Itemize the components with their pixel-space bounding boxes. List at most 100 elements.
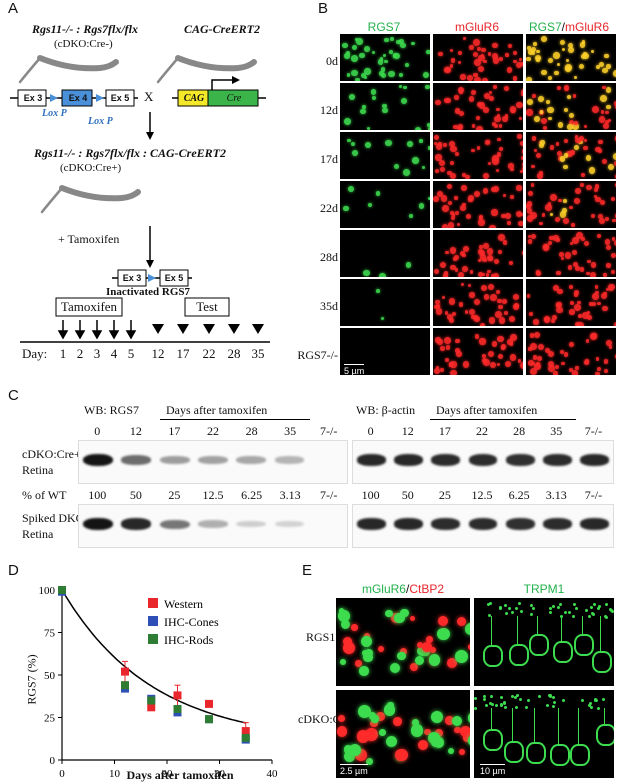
- lane-label: 12.5: [202, 488, 224, 502]
- day-4: 4: [110, 346, 118, 361]
- col-header-merge: RGS7/mGluR6: [528, 20, 610, 34]
- legend-swatch: [148, 616, 158, 626]
- lane-label: 17: [438, 424, 451, 438]
- e-micrograph-0-0: [336, 598, 470, 686]
- row-label-ko: RGS7-/-: [297, 348, 338, 362]
- e-micrograph-0-1: [474, 598, 614, 686]
- lane-label: 6.25: [241, 488, 263, 502]
- legend-label: IHC-Rods: [164, 633, 214, 647]
- lane-label: 22: [206, 424, 219, 438]
- exon-4: Ex 4: [68, 93, 88, 103]
- data-point-western: [147, 703, 156, 712]
- micrograph-2-1: [433, 132, 523, 179]
- lane-label: 0: [367, 424, 374, 438]
- western-blot-actin-spiked: [352, 504, 614, 548]
- blot-band: [505, 454, 535, 466]
- inactivated-label: Inactivated RGS7: [106, 286, 191, 298]
- e-micrograph-grid: [336, 598, 614, 778]
- x-tick-label: 20: [162, 768, 174, 780]
- genotype-left: Rgs11-/- : Rgs7flx/flx: [32, 22, 139, 36]
- lane-label: 7-/-: [584, 488, 603, 502]
- x-tick-label: 0: [59, 768, 65, 780]
- col-header-rgs7: RGS7: [367, 20, 401, 34]
- panel-a-letter: A: [8, 0, 19, 17]
- row-label-28d: 28d: [320, 250, 338, 264]
- data-point-ihc-rods: [121, 681, 129, 690]
- cag-label: CAG: [183, 93, 205, 104]
- genotype-left-sub: (cDKO:Cre-): [54, 38, 113, 50]
- lane-label: 50: [129, 488, 142, 502]
- western-blot-rgs7-spiked: [78, 504, 348, 548]
- col-header-mglur6: mGluR6: [454, 20, 499, 34]
- micrograph-0-0: [340, 34, 430, 81]
- pct-labels-right: 100 50 25 12.5 6.25 3.13 7-/-: [352, 488, 612, 504]
- day-17: 17: [176, 346, 190, 361]
- data-point-ihc-rods: [147, 696, 156, 705]
- lane-label: 22: [475, 424, 488, 438]
- micrograph-1-0: [340, 83, 430, 130]
- lane-label: 35: [550, 424, 563, 438]
- e-col-header-1: mGluR6/CtBP2: [361, 582, 445, 596]
- tamoxifen-arrows: [57, 320, 137, 340]
- row-label-22d: 22d: [320, 201, 338, 215]
- blot-band: [159, 519, 190, 529]
- blot-band: [468, 518, 498, 530]
- blot-band: [468, 454, 498, 466]
- mouse-icon: [40, 185, 141, 214]
- wb-rgs7-header: WB: RGS7: [84, 403, 140, 417]
- blot-band: [83, 454, 114, 466]
- lane-label: 12: [129, 424, 142, 438]
- lane-label: 28: [513, 424, 526, 438]
- data-point-western: [205, 699, 213, 708]
- blot-band: [236, 456, 267, 464]
- row-label-0d: 0d: [326, 54, 338, 68]
- day-label: Day:: [22, 346, 48, 361]
- data-point-ihc-rods: [58, 586, 66, 594]
- micrograph-5-2: [526, 279, 616, 326]
- blot-band: [159, 456, 190, 464]
- micrograph-3-2: [526, 181, 616, 228]
- lane-label: 35: [284, 424, 297, 438]
- blot-band: [394, 518, 424, 530]
- panel-e-letter: E: [302, 562, 313, 579]
- panel-b-letter: B: [318, 0, 329, 17]
- lane-label: 6.25: [508, 488, 530, 502]
- micrograph-1-2: [526, 83, 616, 130]
- row2-label: Spiked DKO Retina: [22, 511, 85, 541]
- blot-band: [198, 520, 228, 528]
- legend-label: IHC-Cones: [164, 615, 219, 629]
- timeline-tamoxifen-box: Tamoxifen: [60, 299, 118, 314]
- result-exon-3: Ex 3: [122, 273, 142, 283]
- pct-labels-left: 100 50 25 12.5 6.25 3.13 7-/-: [78, 488, 348, 504]
- mouse-icon: [18, 55, 119, 84]
- legend-swatch: [148, 634, 158, 644]
- blot-band: [236, 520, 267, 528]
- y-tick-label: 75: [44, 628, 56, 640]
- lane-label: 7-/-: [320, 488, 338, 502]
- data-point-western: [173, 691, 182, 700]
- panel-c-letter: C: [8, 387, 19, 404]
- day-35: 35: [251, 346, 265, 361]
- lane-label: 25: [168, 488, 181, 502]
- result-exon-5: Ex 5: [164, 273, 184, 283]
- genotype-right: CAG-CreERT2: [184, 22, 261, 36]
- blot-band: [579, 454, 609, 466]
- chart-ylabel: RGS7 (%): [24, 654, 39, 705]
- blot-band: [579, 518, 609, 530]
- micrograph-5-1: [433, 279, 523, 326]
- micrograph-0-1: [433, 34, 523, 81]
- row1-label: cDKO:Cre+ Retina: [22, 447, 81, 477]
- micrograph-4-2: [526, 230, 616, 277]
- scale-bar-e1: 2.5 µm: [340, 764, 368, 776]
- chart-xlabel: Days after tamoxifen: [126, 768, 234, 782]
- micrograph-2-0: [340, 132, 430, 179]
- cross-symbol: X: [144, 89, 154, 104]
- lane-label: 12: [401, 424, 414, 438]
- blot-band: [431, 454, 461, 466]
- pct-wt-label: % of WT: [22, 488, 67, 502]
- blot-band: [394, 454, 424, 466]
- day-28: 28: [227, 346, 241, 361]
- lane-label: 28: [245, 424, 258, 438]
- row-label-17d: 17d: [320, 152, 338, 166]
- scale-bar-e2: 10 µm: [480, 764, 506, 776]
